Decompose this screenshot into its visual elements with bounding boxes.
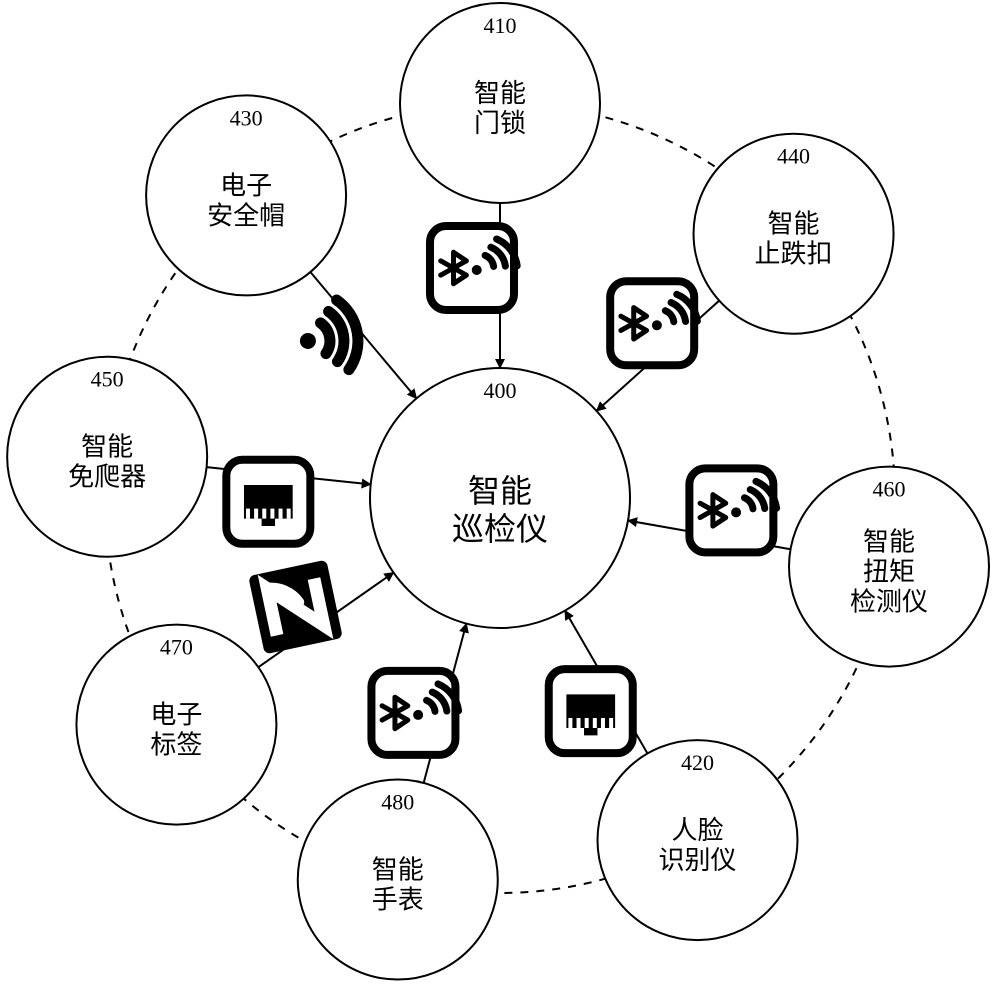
center-label-2: 巡检仪 — [452, 511, 548, 547]
diagram-canvas: 400智能巡检仪410智能门锁440智能止跌扣460智能扭矩检测仪420人脸识别… — [0, 0, 1000, 997]
conn-icon-nfc — [248, 560, 343, 655]
node-label-n430-1: 安全帽 — [207, 201, 285, 230]
node-code-n450: 450 — [91, 367, 124, 392]
node-label-n450-1: 免爬器 — [68, 463, 146, 492]
conn-icon-bt-wifi-box — [371, 671, 464, 755]
node-label-n460-2: 检测仪 — [850, 588, 928, 617]
center-code: 400 — [484, 378, 517, 403]
node-label-n460-0: 智能 — [863, 528, 915, 557]
node-code-n440: 440 — [777, 144, 810, 169]
node-label-n470-1: 标签 — [150, 731, 202, 760]
node-label-n470-0: 电子 — [150, 701, 202, 730]
node-label-n460-1: 扭矩 — [863, 558, 915, 587]
node-code-n460: 460 — [872, 477, 905, 502]
node-label-n420-1: 识别仪 — [658, 846, 736, 875]
conn-icon-bt-wifi-box — [610, 281, 703, 365]
center-label-1: 智能 — [468, 473, 532, 509]
node-code-n420: 420 — [681, 750, 714, 775]
node-label-n420-0: 人脸 — [671, 816, 723, 845]
conn-icon-bt-wifi-box — [689, 468, 782, 552]
node-label-n480-0: 智能 — [372, 856, 424, 885]
conn-icon-ethernet — [226, 460, 310, 544]
node-code-n430: 430 — [230, 105, 263, 130]
node-label-n450-0: 智能 — [81, 433, 133, 462]
conn-icon-ethernet — [549, 669, 633, 753]
node-label-n440-0: 智能 — [768, 210, 820, 239]
node-code-n410: 410 — [484, 13, 517, 38]
node-label-n410-1: 门锁 — [474, 109, 526, 138]
conn-icon-bt-wifi-box — [430, 226, 523, 310]
node-code-n480: 480 — [381, 790, 414, 815]
node-code-n470: 470 — [160, 635, 193, 660]
node-label-n480-1: 手表 — [372, 886, 424, 915]
node-label-n430-0: 电子 — [220, 171, 272, 200]
node-label-n440-1: 止跌扣 — [755, 240, 833, 269]
node-label-n410-0: 智能 — [474, 79, 526, 108]
